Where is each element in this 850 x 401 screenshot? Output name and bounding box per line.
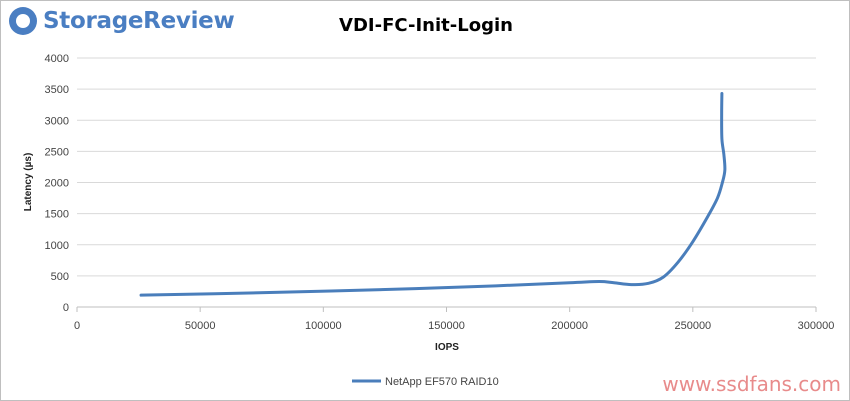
logo-ring-icon [9,7,37,35]
x-tick-label: 100000 [305,320,342,332]
x-tick-label: 150000 [428,320,465,332]
y-tick-labels: 0 500 1000 1500 2000 2500 3000 3500 4000 [45,53,69,314]
series-line-netapp-ef570 [139,91,727,297]
y-tick-label: 1000 [45,240,69,252]
x-tick-label: 50000 [185,320,216,332]
x-tick-label: 300000 [798,320,835,332]
x-tick-label: 250000 [674,320,711,332]
x-axis-title: IOPS [435,342,459,353]
storagereview-logo: StorageReview [9,5,235,37]
y-axis-title: Latency (µs) [23,153,34,212]
y-tick-label: 0 [63,302,69,314]
legend: NetApp EF570 RAID10 [352,376,499,388]
series-lines [139,91,727,297]
grid-lines [76,57,817,312]
y-tick-label: 3500 [45,84,69,96]
y-tick-label: 3000 [45,115,69,127]
x-tick-label: 0 [74,320,80,332]
watermark: www.ssdfans.com [662,372,841,396]
chart-title: VDI-FC-Init-Login [339,15,513,36]
y-tick-label: 2000 [45,178,69,190]
y-tick-label: 500 [51,271,69,283]
y-tick-label: 1500 [45,209,69,221]
x-tick-labels: 0 50000 100000 150000 200000 250000 300000 [74,320,834,332]
y-tick-label: 2500 [45,146,69,158]
logo-text: StorageReview [43,8,235,34]
legend-label: NetApp EF570 RAID10 [385,376,499,388]
x-tick-label: 200000 [551,320,588,332]
y-tick-label: 4000 [45,53,69,65]
